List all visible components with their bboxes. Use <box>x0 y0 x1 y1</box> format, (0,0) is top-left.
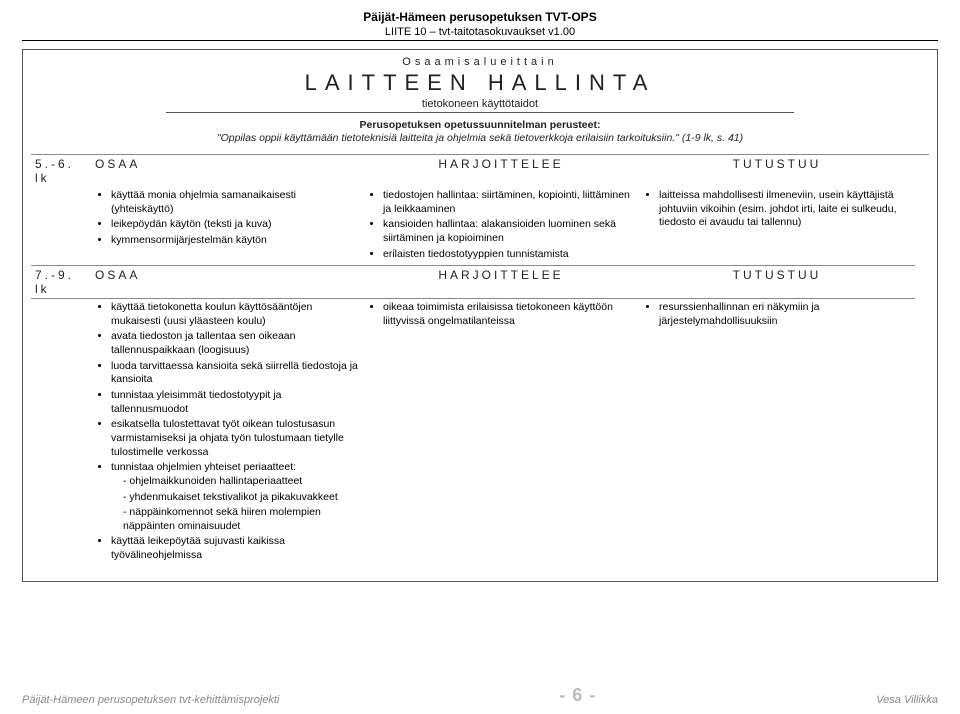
table-cell-harj-56: tiedostojen hallintaa: siirtäminen, kopi… <box>363 187 639 265</box>
table-cell-harj-79: oikeaa toimimista erilaisissa tietokonee… <box>363 299 639 567</box>
list-item: tunnistaa yleisimmät tiedostotyypit ja t… <box>111 389 359 416</box>
page-footer: Päijät-Hämeen perusopetuksen tvt-kehittä… <box>22 685 938 706</box>
table-cell-osaa-79: käyttää tietokonetta koulun käyttösääntö… <box>91 299 363 567</box>
footer-right: Vesa Villikka <box>876 694 938 706</box>
content-box: Osaamisalueittain LAITTEEN HALLINTA tiet… <box>22 49 938 582</box>
list-item: kymmensormijärjestelmän käytön <box>111 234 359 248</box>
list-item: laitteissa mahdollisesti ilmeneviin, use… <box>659 189 911 230</box>
col-harjoittelee-2: HARJOITTELEE <box>363 265 639 299</box>
list-item: käyttää tietokonetta koulun käyttösääntö… <box>111 301 359 328</box>
list-sub-item: yhdenmukaiset tekstivalikot ja pikakuvak… <box>123 491 359 505</box>
list-item: leikepöydän käytön (teksti ja kuva) <box>111 218 359 232</box>
section-title: LAITTEEN HALLINTA <box>31 70 929 96</box>
col-tutustuu-2: TUTUSTUU <box>639 265 915 299</box>
section-subtitle: tietokoneen käyttötaidot <box>166 98 795 113</box>
page-number: - 6 - <box>559 685 596 706</box>
list-sub-item: näppäinkomennot sekä hiiren molempien nä… <box>123 506 359 533</box>
table-cell-tut-79: resurssienhallinnan eri näkymiin ja järj… <box>639 299 915 567</box>
grade-7-9: 7.-9. lk <box>31 265 91 299</box>
curriculum-basis-label: Perusopetuksen opetussuunnitelman perust… <box>31 119 929 131</box>
grade-5-6: 5.-6. lk <box>31 155 91 187</box>
list-item: tiedostojen hallintaa: siirtäminen, kopi… <box>383 189 635 216</box>
list-item: erilaisten tiedostotyyppien tunnistamist… <box>383 248 635 262</box>
doc-subtitle: LIITE 10 – tvt-taitotasokuvaukset v1.00 <box>22 26 938 41</box>
footer-left: Päijät-Hämeen perusopetuksen tvt-kehittä… <box>22 694 279 706</box>
col-tutustuu-1: TUTUSTUU <box>639 155 915 187</box>
list-item: avata tiedoston ja tallentaa sen oikeaan… <box>111 330 359 357</box>
list-item: oikeaa toimimista erilaisissa tietokonee… <box>383 301 635 328</box>
table-cell-osaa-56: käyttää monia ohjelmia samanaikaisesti (… <box>91 187 363 265</box>
list-item: kansioiden hallintaa: alakansioiden luom… <box>383 218 635 245</box>
list-item: esikatsella tulostettavat työt oikean tu… <box>111 418 359 459</box>
list-item: luoda tarvittaessa kansioita sekä siirre… <box>111 360 359 387</box>
col-osaa-2: OSAA <box>91 265 363 299</box>
section-label: Osaamisalueittain <box>31 56 929 68</box>
list-item: käyttää monia ohjelmia samanaikaisesti (… <box>111 189 359 216</box>
list-item: resurssienhallinnan eri näkymiin ja järj… <box>659 301 911 328</box>
col-harjoittelee-1: HARJOITTELEE <box>363 155 639 187</box>
doc-title: Päijät-Hämeen perusopetuksen TVT-OPS <box>22 10 938 24</box>
table-cell-tut-56: laitteissa mahdollisesti ilmeneviin, use… <box>639 187 915 265</box>
col-osaa-1: OSAA <box>91 155 363 187</box>
list-sub-item: ohjelmaikkunoiden hallintaperiaatteet <box>123 475 359 489</box>
table-row <box>31 299 91 567</box>
table-row <box>31 187 91 265</box>
list-item: käyttää leikepöytää sujuvasti kaikissa t… <box>111 535 359 562</box>
curriculum-quote: "Oppilas oppii käyttämään tietoteknisiä … <box>31 132 929 144</box>
skills-table: 5.-6. lk OSAA HARJOITTELEE TUTUSTUU käyt… <box>31 154 929 567</box>
list-item: tunnistaa ohjelmien yhteiset periaatteet… <box>111 461 359 533</box>
